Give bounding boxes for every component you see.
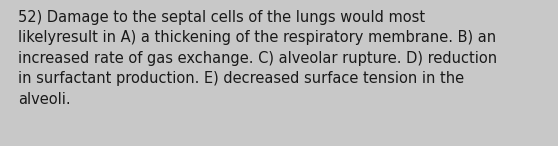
Text: 52) Damage to the septal cells of the lungs would most
likelyresult in A) a thic: 52) Damage to the septal cells of the lu…: [18, 10, 497, 107]
